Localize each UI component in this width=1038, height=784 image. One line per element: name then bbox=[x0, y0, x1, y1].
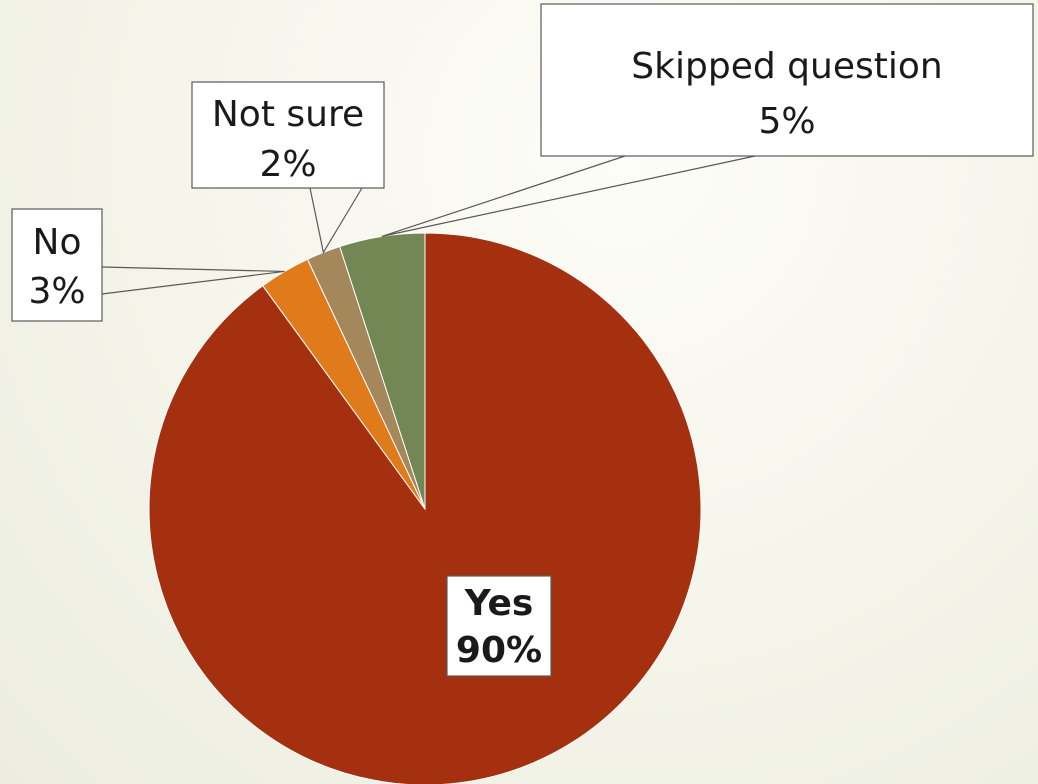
slice-percent-no: 3% bbox=[28, 271, 85, 312]
leader-lines bbox=[101, 155, 756, 295]
data-label-no: No 3% bbox=[11, 208, 103, 322]
data-label-box bbox=[191, 81, 385, 189]
slice-name-not-sure: Not sure bbox=[212, 94, 364, 135]
pie-slices bbox=[148, 232, 702, 784]
data-label-box bbox=[11, 208, 103, 322]
slice-percent-skipped-question: 5% bbox=[758, 101, 815, 142]
leader-line-no bbox=[101, 266, 285, 295]
slice-percent-not-sure: 2% bbox=[259, 144, 316, 185]
slice-name-skipped-question: Skipped question bbox=[631, 46, 942, 87]
pie-slice-yes bbox=[148, 232, 702, 784]
data-label-yes: Yes 90% bbox=[446, 575, 552, 677]
slice-name-yes: Yes bbox=[464, 583, 534, 624]
data-label-box bbox=[540, 3, 1034, 157]
slice-percent-yes: 90% bbox=[456, 630, 542, 671]
data-labels: Yes 90% No 3% Not sure 2% Skipped question 5% bbox=[11, 3, 1034, 677]
data-label-box bbox=[446, 575, 552, 677]
data-label-not-sure: Not sure 2% bbox=[191, 81, 385, 189]
leader-line-skipped-question bbox=[381, 155, 756, 237]
data-label-skipped-question: Skipped question 5% bbox=[540, 3, 1034, 157]
slice-name-no: No bbox=[33, 222, 82, 263]
leader-line-not-sure bbox=[309, 187, 363, 255]
